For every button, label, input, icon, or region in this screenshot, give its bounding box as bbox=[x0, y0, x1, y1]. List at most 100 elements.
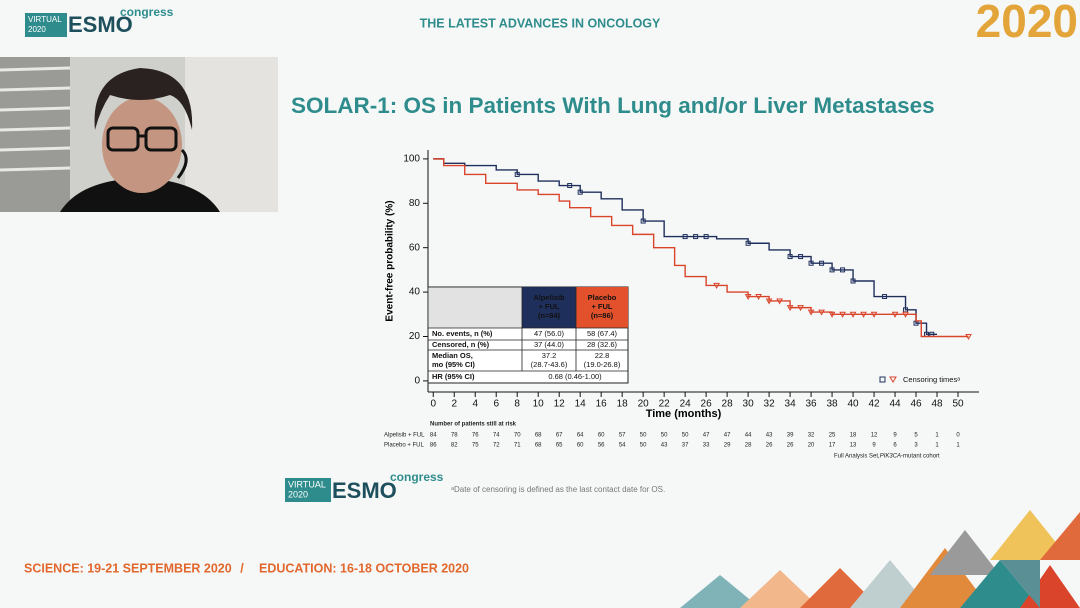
wall bbox=[185, 57, 278, 212]
censor-mark bbox=[829, 267, 835, 273]
at-risk-value: 70 bbox=[514, 433, 521, 439]
censor-mark bbox=[902, 311, 909, 318]
censor-mark bbox=[514, 171, 520, 177]
webcam-feed bbox=[0, 57, 278, 212]
at-risk-value: 82 bbox=[451, 443, 458, 449]
at-risk-value: 78 bbox=[451, 433, 458, 439]
at-risk-value: 50 bbox=[661, 433, 668, 439]
at-risk-value: 44 bbox=[745, 433, 752, 439]
at-risk-value: 57 bbox=[619, 433, 626, 439]
table-cell-text: 28 (32.6) bbox=[587, 340, 618, 349]
legend-swatch bbox=[879, 376, 886, 383]
logo-name: ESMO bbox=[68, 12, 133, 37]
table-header-text: + FUL bbox=[538, 302, 559, 311]
at-risk-value: 68 bbox=[535, 433, 542, 439]
at-risk-value: 50 bbox=[640, 433, 647, 439]
x-tick-label: 48 bbox=[931, 399, 943, 410]
x-tick-label: 46 bbox=[910, 399, 922, 410]
y-tick-label: 60 bbox=[409, 242, 421, 253]
x-tick-label: 16 bbox=[596, 399, 608, 410]
x-tick-label: 26 bbox=[701, 399, 713, 410]
logo-badge bbox=[25, 13, 67, 37]
footer-education: EDUCATION: 16-18 OCTOBER 2020 bbox=[259, 561, 469, 575]
at-risk-value: 68 bbox=[535, 443, 542, 449]
censor-mark bbox=[850, 278, 856, 284]
x-tick-label: 8 bbox=[514, 399, 520, 410]
at-risk-value: 12 bbox=[871, 433, 878, 439]
censor-mark bbox=[577, 189, 583, 195]
at-risk-value: 71 bbox=[514, 443, 521, 449]
logo-badge-text: VIRTUAL bbox=[28, 15, 62, 24]
year-logo: 2020 bbox=[976, 0, 1078, 47]
censor-mark bbox=[745, 240, 751, 246]
x-tick-label: 6 bbox=[493, 399, 499, 410]
x-tick-label: 20 bbox=[638, 399, 650, 410]
y-tick-label: 100 bbox=[403, 154, 420, 165]
table-cell-text: Median OS, bbox=[432, 351, 473, 360]
table-header-text: Alpelisib bbox=[533, 293, 565, 302]
table-header-text: Placebo bbox=[588, 293, 617, 302]
at-risk-value: 60 bbox=[598, 433, 605, 439]
at-risk-value: 28 bbox=[745, 443, 752, 449]
x-tick-label: 22 bbox=[659, 399, 671, 410]
at-risk-value: 9 bbox=[872, 443, 876, 449]
at-risk-value: 1 bbox=[956, 443, 960, 449]
at-risk-value: 29 bbox=[724, 443, 731, 449]
censor-mark bbox=[870, 311, 878, 318]
at-risk-value: 39 bbox=[787, 433, 794, 439]
analysis-set: Full Analysis Set, bbox=[834, 454, 880, 460]
table-header-text: (n=84) bbox=[538, 311, 561, 320]
at-risk-value: 33 bbox=[703, 443, 710, 449]
censor-mark bbox=[744, 294, 752, 301]
censor-mark bbox=[849, 311, 857, 318]
x-tick-label: 10 bbox=[533, 399, 545, 410]
censor-mark bbox=[765, 298, 773, 305]
x-tick-label: 50 bbox=[952, 399, 964, 410]
table-header-text: + FUL bbox=[591, 302, 612, 311]
footer-separator: / bbox=[240, 561, 244, 575]
esmo-logo-footer: VIRTUAL 2020 ESMO congress bbox=[285, 470, 444, 503]
decorative-triangles bbox=[680, 510, 1080, 608]
censor-mark bbox=[797, 305, 804, 312]
footer-science: SCIENCE: 19-21 SEPTEMBER 2020 bbox=[24, 561, 232, 575]
censor-mark bbox=[965, 333, 972, 341]
at-risk-value: 84 bbox=[430, 433, 437, 439]
tagline: THE LATEST ADVANCES IN ONCOLOGY bbox=[420, 16, 661, 30]
x-tick-label: 4 bbox=[472, 399, 478, 410]
logo-badge-text: 2020 bbox=[28, 25, 46, 34]
window-blinds bbox=[0, 57, 70, 212]
at-risk-value: 76 bbox=[472, 433, 479, 439]
at-risk-value: 74 bbox=[493, 433, 500, 439]
table-header-blank bbox=[429, 288, 522, 328]
table-cell-text: 0.68 (0.46-1.00) bbox=[548, 372, 602, 381]
at-risk-label: Placebo + FUL bbox=[384, 443, 425, 449]
x-tick-label: 36 bbox=[806, 399, 818, 410]
at-risk-value: 5 bbox=[914, 433, 918, 439]
censor-mark bbox=[567, 183, 573, 189]
x-tick-label: 2 bbox=[451, 399, 457, 410]
censor-mark bbox=[640, 218, 646, 224]
at-risk-value: 17 bbox=[829, 443, 836, 449]
headset bbox=[176, 148, 188, 179]
at-risk-value: 26 bbox=[766, 443, 773, 449]
at-risk-value: 86 bbox=[430, 443, 437, 449]
at-risk-label: Alpelisib + FUL bbox=[384, 433, 425, 439]
censor-mark bbox=[891, 311, 899, 318]
censor-mark bbox=[755, 294, 762, 301]
at-risk-value: 65 bbox=[556, 443, 563, 449]
x-tick-label: 0 bbox=[430, 399, 436, 410]
at-risk-value: 1 bbox=[935, 433, 939, 439]
at-risk-value: 3 bbox=[914, 443, 918, 449]
x-tick-label: 14 bbox=[575, 399, 587, 410]
logo-suffix: congress bbox=[120, 5, 174, 19]
legend-swatch bbox=[889, 376, 897, 383]
at-risk-value: 56 bbox=[598, 443, 605, 449]
at-risk-value: 32 bbox=[808, 433, 815, 439]
x-tick-label: 32 bbox=[764, 399, 776, 410]
table-cell-text: Censored, n (%) bbox=[432, 340, 490, 349]
at-risk-value: 25 bbox=[829, 433, 836, 439]
analysis-set: PIK3CA bbox=[880, 454, 901, 460]
at-risk-value: 75 bbox=[472, 443, 479, 449]
censor-mark bbox=[807, 309, 815, 316]
censor-mark bbox=[860, 311, 867, 318]
